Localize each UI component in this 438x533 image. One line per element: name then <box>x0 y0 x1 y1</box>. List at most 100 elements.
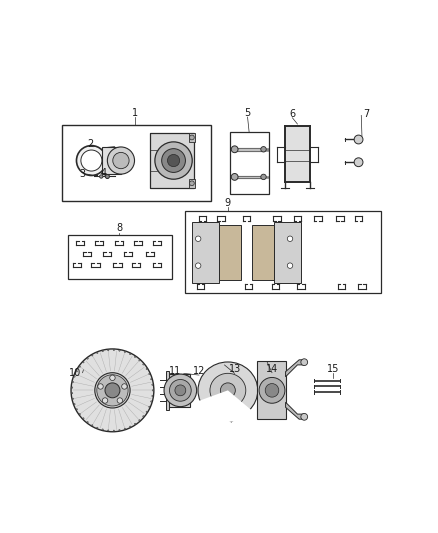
Ellipse shape <box>198 362 258 419</box>
Bar <box>166 370 169 410</box>
Circle shape <box>113 349 115 351</box>
Circle shape <box>124 428 126 430</box>
Circle shape <box>148 373 150 375</box>
Circle shape <box>164 374 197 407</box>
Circle shape <box>259 377 285 403</box>
Text: 11: 11 <box>169 366 181 376</box>
Text: 7: 7 <box>363 109 370 119</box>
Circle shape <box>79 414 81 415</box>
Text: 3: 3 <box>79 169 85 179</box>
Circle shape <box>134 423 136 424</box>
Text: 10: 10 <box>69 368 81 378</box>
Circle shape <box>152 384 153 385</box>
Text: 1: 1 <box>131 108 138 118</box>
Circle shape <box>119 430 120 431</box>
Circle shape <box>287 263 293 268</box>
Circle shape <box>354 158 363 167</box>
Circle shape <box>143 364 144 365</box>
Bar <box>68 235 172 279</box>
Bar <box>257 361 286 419</box>
Ellipse shape <box>107 147 134 174</box>
Circle shape <box>102 429 103 430</box>
Circle shape <box>105 174 110 179</box>
Circle shape <box>98 384 103 389</box>
Circle shape <box>190 135 194 140</box>
Circle shape <box>113 430 115 431</box>
Circle shape <box>99 175 103 178</box>
Text: 2: 2 <box>87 139 94 149</box>
Text: 9: 9 <box>225 198 231 208</box>
Circle shape <box>108 430 109 431</box>
Bar <box>189 133 195 142</box>
Bar <box>185 212 381 293</box>
Circle shape <box>175 385 186 396</box>
Bar <box>102 147 121 174</box>
Text: 4: 4 <box>101 168 107 179</box>
Circle shape <box>102 351 103 352</box>
Wedge shape <box>198 390 252 422</box>
Bar <box>274 222 301 282</box>
Circle shape <box>76 409 78 410</box>
Text: 6: 6 <box>290 109 295 119</box>
Ellipse shape <box>81 150 102 171</box>
Circle shape <box>97 375 128 406</box>
Circle shape <box>195 236 201 241</box>
Bar <box>169 374 190 407</box>
Circle shape <box>108 350 109 351</box>
Circle shape <box>152 395 153 397</box>
Circle shape <box>130 426 131 427</box>
Circle shape <box>301 414 307 420</box>
Circle shape <box>354 135 363 144</box>
Circle shape <box>71 349 154 432</box>
Text: 5: 5 <box>244 108 251 118</box>
Text: 12: 12 <box>193 366 205 376</box>
Ellipse shape <box>77 146 106 175</box>
Circle shape <box>105 383 120 398</box>
Circle shape <box>122 384 127 389</box>
Circle shape <box>167 155 180 167</box>
Circle shape <box>301 359 307 366</box>
Circle shape <box>231 146 238 152</box>
Circle shape <box>134 356 136 358</box>
Circle shape <box>155 142 192 179</box>
Circle shape <box>92 425 93 426</box>
Text: 15: 15 <box>327 364 339 374</box>
Circle shape <box>119 350 120 351</box>
Circle shape <box>87 422 88 423</box>
Circle shape <box>110 375 115 381</box>
Circle shape <box>261 147 266 152</box>
Ellipse shape <box>210 373 246 407</box>
Circle shape <box>148 406 150 407</box>
Circle shape <box>287 236 293 241</box>
Circle shape <box>71 387 73 388</box>
Circle shape <box>76 371 78 372</box>
Circle shape <box>143 416 144 417</box>
Text: 14: 14 <box>266 364 278 374</box>
Bar <box>189 179 195 188</box>
Circle shape <box>97 427 98 429</box>
Circle shape <box>162 149 185 172</box>
Circle shape <box>92 354 93 356</box>
Circle shape <box>220 383 235 398</box>
Circle shape <box>146 368 148 369</box>
Circle shape <box>72 398 74 399</box>
Circle shape <box>74 376 75 377</box>
Circle shape <box>83 361 84 363</box>
Polygon shape <box>286 402 304 419</box>
Bar <box>61 125 211 201</box>
Text: 13: 13 <box>229 364 241 374</box>
Circle shape <box>71 392 73 394</box>
Bar <box>251 225 274 280</box>
Circle shape <box>190 181 194 185</box>
Circle shape <box>139 419 140 421</box>
Bar <box>286 126 310 181</box>
Circle shape <box>95 373 130 408</box>
Circle shape <box>87 358 88 359</box>
Circle shape <box>261 174 266 180</box>
Bar <box>219 225 241 280</box>
Circle shape <box>79 366 81 367</box>
Circle shape <box>72 381 74 383</box>
Circle shape <box>124 351 126 353</box>
Circle shape <box>130 353 131 355</box>
Bar <box>230 132 268 195</box>
